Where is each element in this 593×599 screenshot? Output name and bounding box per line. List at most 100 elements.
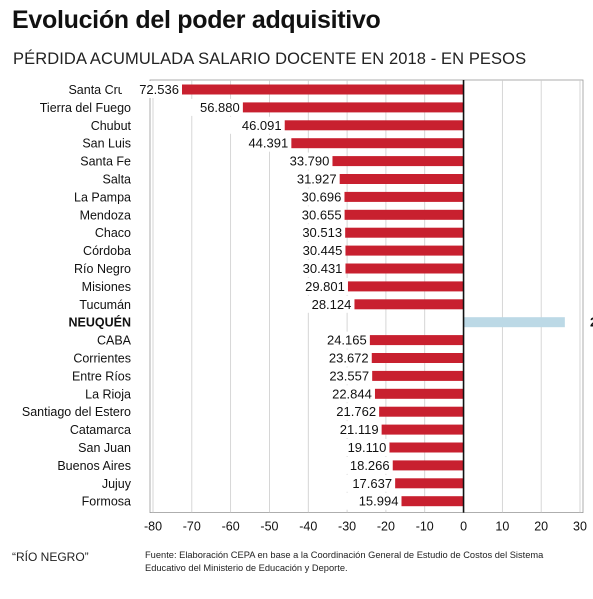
value-label-bg	[341, 492, 402, 510]
category-label: Tierra del Fuego	[40, 101, 131, 115]
data-label: 19.110	[348, 440, 387, 455]
bar	[401, 496, 464, 507]
data-label: 18.266	[350, 458, 390, 473]
value-label-bg	[312, 367, 373, 385]
category-label: Río Negro	[74, 262, 131, 276]
data-label: 72.536	[139, 82, 179, 97]
bar	[332, 156, 464, 167]
data-label: 33.790	[290, 154, 330, 169]
bar	[395, 478, 464, 489]
category-label: Formosa	[82, 495, 131, 509]
data-label: 15.994	[359, 494, 399, 509]
bar	[389, 442, 464, 453]
x-tick-label: -40	[299, 520, 317, 534]
x-tick-label: 10	[495, 520, 509, 534]
data-label: 56.880	[200, 100, 240, 115]
data-label: 21.762	[336, 404, 376, 419]
category-label: Entre Ríos	[72, 369, 131, 383]
x-tick-label: -80	[144, 520, 162, 534]
category-label: Santiago del Estero	[22, 405, 131, 419]
bar	[371, 353, 464, 363]
value-label-bg	[121, 81, 182, 98]
data-label: 28.124	[312, 297, 352, 312]
x-tick-label: 0	[460, 520, 467, 534]
bar	[181, 84, 464, 95]
category-label: Salta	[103, 173, 132, 187]
data-label: 23.672	[329, 351, 369, 366]
bar	[374, 388, 464, 399]
data-label: 30.696	[302, 189, 342, 204]
value-label-bg	[332, 456, 393, 474]
bar	[284, 120, 464, 131]
bar	[345, 227, 464, 238]
bar	[354, 299, 464, 310]
value-label-bg	[284, 206, 345, 224]
data-label: 22.844	[332, 386, 372, 401]
bar	[372, 370, 464, 381]
bar	[381, 424, 464, 435]
data-label: 44.391	[248, 136, 288, 151]
data-label: 30.655	[302, 207, 342, 222]
data-label: 30.431	[303, 261, 343, 276]
category-label: NEUQUÉN	[68, 315, 131, 330]
category-label: Jujuy	[102, 477, 132, 491]
category-label: Mendoza	[80, 208, 131, 222]
value-label-bg	[182, 98, 243, 116]
value-label-bg	[285, 260, 346, 277]
value-label-bg	[329, 439, 390, 456]
category-label: CABA	[97, 334, 132, 348]
chart-title: Evolución del poder adquisitivo	[12, 6, 381, 34]
category-label: Buenos Aires	[57, 459, 131, 473]
bar	[339, 174, 464, 184]
x-tick-label: -70	[183, 520, 201, 534]
category-label: Misiones	[82, 280, 131, 294]
value-label-bg	[335, 474, 396, 492]
category-label: Chubut	[91, 119, 132, 133]
x-tick-label: -10	[416, 520, 434, 534]
value-label-bg	[311, 349, 372, 367]
bar	[291, 138, 464, 149]
x-tick-label: -60	[222, 520, 240, 534]
value-label-bg	[287, 277, 348, 295]
value-label-bg	[309, 331, 370, 349]
value-label-bg	[285, 224, 346, 242]
data-label: 46.091	[242, 118, 282, 133]
data-label: 30.513	[302, 225, 342, 240]
value-label-bg	[224, 116, 285, 134]
bar	[344, 209, 464, 220]
data-label: 26.095	[590, 315, 593, 330]
data-label: 21.119	[340, 422, 379, 437]
category-label: Catamarca	[70, 423, 131, 437]
value-label-bg	[321, 421, 382, 439]
bar	[379, 406, 464, 417]
value-label-bg	[231, 134, 292, 152]
category-label: Tucumán	[79, 298, 131, 312]
data-label: 23.557	[329, 368, 369, 383]
source-note: Fuente: Elaboración CEPA en base a la Co…	[145, 549, 585, 574]
bar	[392, 460, 464, 471]
bar	[344, 191, 464, 202]
data-label: 31.927	[297, 172, 337, 187]
category-label: Santa Cruz	[68, 83, 131, 97]
x-tick-label: -20	[377, 520, 395, 534]
value-label-bg	[314, 385, 375, 403]
bar-chart: -80 -70 -60 -50 -40 -30 -20 -10 0 10 20 30 Santa Cru…	[22, 79, 593, 534]
value-label-bg	[272, 152, 333, 170]
source-label: Fuente:	[145, 550, 177, 560]
category-label: Córdoba	[83, 244, 131, 258]
source-text: Elaboración CEPA en base a la Coordinaci…	[145, 550, 544, 573]
bar	[369, 335, 464, 346]
bar	[242, 102, 464, 113]
bar	[347, 281, 464, 292]
category-label: San Luis	[82, 137, 131, 151]
x-tick-label: -30	[338, 520, 356, 534]
credit-text: “RÍO NEGRO”	[12, 550, 89, 564]
value-label-bg	[319, 403, 380, 421]
bar	[345, 263, 464, 274]
data-label: 29.801	[305, 279, 345, 294]
x-tick-label: -50	[260, 520, 278, 534]
x-tick-label: 30	[573, 520, 587, 534]
value-label-bg	[284, 188, 345, 206]
bar	[345, 245, 464, 256]
category-label: Chaco	[95, 226, 131, 240]
